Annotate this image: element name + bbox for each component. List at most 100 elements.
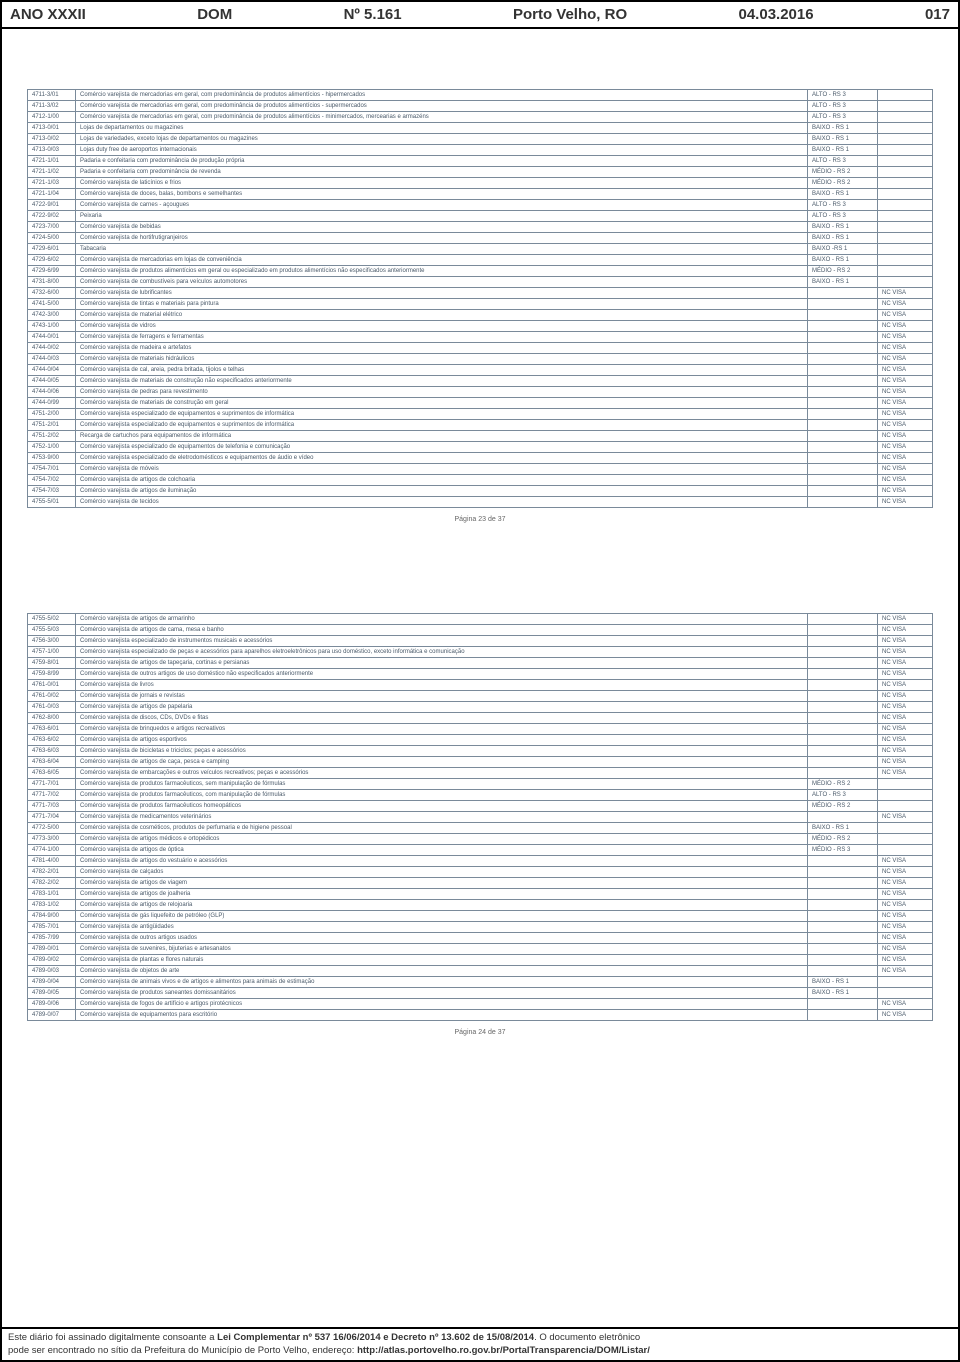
- header-data: 04.03.2016: [739, 6, 814, 23]
- cell-code: 4713-0/02: [28, 134, 76, 145]
- table-row: 4722-9/01Comércio varejista de carnes - …: [28, 200, 933, 211]
- cell-visa: [878, 244, 933, 255]
- table-row: 4789-0/01Comércio varejista de suvenires…: [28, 944, 933, 955]
- cell-description: Comércio varejista de ferragens e ferram…: [76, 332, 808, 343]
- table-row: 4741-5/00Comércio varejista de tintas e …: [28, 299, 933, 310]
- table-row: 4759-8/99Comércio varejista de outros ar…: [28, 669, 933, 680]
- cell-risk: [808, 856, 878, 867]
- table-row: 4756-3/00Comércio varejista especializad…: [28, 636, 933, 647]
- cell-visa: NC VISA: [878, 365, 933, 376]
- cell-code: 4744-0/06: [28, 387, 76, 398]
- table-row: 4783-1/02Comércio varejista de artigos d…: [28, 900, 933, 911]
- cell-description: Comércio varejista de outros artigos de …: [76, 669, 808, 680]
- cell-code: 4721-1/01: [28, 156, 76, 167]
- cell-visa: NC VISA: [878, 922, 933, 933]
- cell-description: Comércio varejista de outros artigos usa…: [76, 933, 808, 944]
- cell-description: Comércio varejista de artigos de caça, p…: [76, 757, 808, 768]
- cell-visa: [878, 134, 933, 145]
- cell-visa: [878, 112, 933, 123]
- cell-visa: NC VISA: [878, 966, 933, 977]
- cell-visa: NC VISA: [878, 724, 933, 735]
- cell-code: 4783-1/01: [28, 889, 76, 900]
- table-row: 4744-0/05Comércio varejista de materiais…: [28, 376, 933, 387]
- document-footer: Este diário foi assinado digitalmente co…: [2, 1327, 958, 1360]
- cell-description: Padaria e confeitaria com predominância …: [76, 156, 808, 167]
- cell-visa: [878, 266, 933, 277]
- cell-code: 4743-1/00: [28, 321, 76, 332]
- cell-risk: [808, 310, 878, 321]
- cell-risk: [808, 420, 878, 431]
- cell-code: 4774-1/00: [28, 845, 76, 856]
- cell-visa: [878, 167, 933, 178]
- cell-description: Comércio varejista de animais vivos e de…: [76, 977, 808, 988]
- cell-description: Comércio varejista de calçados: [76, 867, 808, 878]
- cell-risk: MÉDIO - RS 2: [808, 178, 878, 189]
- cell-description: Lojas duty free de aeroportos internacio…: [76, 145, 808, 156]
- table-row: 4783-1/01Comércio varejista de artigos d…: [28, 889, 933, 900]
- cell-description: Comércio varejista especializado de equi…: [76, 442, 808, 453]
- cell-visa: NC VISA: [878, 933, 933, 944]
- cell-risk: [808, 365, 878, 376]
- cell-visa: NC VISA: [878, 746, 933, 757]
- cell-code: 4771-7/03: [28, 801, 76, 812]
- cell-risk: [808, 442, 878, 453]
- cell-description: Comércio varejista de produtos farmacêut…: [76, 801, 808, 812]
- cell-code: 4785-7/01: [28, 922, 76, 933]
- cell-description: Padaria e confeitaria com predominância …: [76, 167, 808, 178]
- page-number-2: Página 24 de 37: [27, 1029, 933, 1036]
- cell-visa: NC VISA: [878, 387, 933, 398]
- cell-code: 4712-1/00: [28, 112, 76, 123]
- table-row: 4781-4/00Comércio varejista de artigos d…: [28, 856, 933, 867]
- table-row: 4782-2/01Comércio varejista de calçadosN…: [28, 867, 933, 878]
- cell-risk: [808, 1010, 878, 1021]
- table-row: 4742-3/00Comércio varejista de material …: [28, 310, 933, 321]
- cell-risk: [808, 889, 878, 900]
- cell-visa: NC VISA: [878, 464, 933, 475]
- cell-risk: BAIXO -RS 1: [808, 244, 878, 255]
- cell-risk: [808, 922, 878, 933]
- cell-risk: [808, 911, 878, 922]
- cell-code: 4751-2/00: [28, 409, 76, 420]
- cell-risk: ALTO - RS 3: [808, 156, 878, 167]
- cell-risk: ALTO - RS 3: [808, 112, 878, 123]
- cell-risk: [808, 680, 878, 691]
- cell-risk: [808, 376, 878, 387]
- cell-visa: NC VISA: [878, 288, 933, 299]
- cell-risk: ALTO - RS 3: [808, 101, 878, 112]
- cell-risk: [808, 999, 878, 1010]
- cell-risk: [808, 431, 878, 442]
- footer-text-2a: pode ser encontrado no sítio da Prefeitu…: [8, 1345, 357, 1356]
- cell-visa: NC VISA: [878, 376, 933, 387]
- header-ano: ANO XXXII: [10, 6, 86, 23]
- cell-visa: NC VISA: [878, 475, 933, 486]
- cell-risk: BAIXO - RS 1: [808, 145, 878, 156]
- cell-code: 4744-0/02: [28, 343, 76, 354]
- cell-code: 4754-7/03: [28, 486, 76, 497]
- table-row: 4789-0/03Comércio varejista de objetos d…: [28, 966, 933, 977]
- table-row: 4763-6/05Comércio varejista de embarcaçõ…: [28, 768, 933, 779]
- cell-risk: [808, 867, 878, 878]
- cell-visa: NC VISA: [878, 486, 933, 497]
- table-row: 4711-3/01Comércio varejista de mercadori…: [28, 90, 933, 101]
- cell-risk: [808, 409, 878, 420]
- table-row: 4721-1/01Padaria e confeitaria com predo…: [28, 156, 933, 167]
- cell-visa: NC VISA: [878, 614, 933, 625]
- cell-risk: ALTO - RS 3: [808, 211, 878, 222]
- cell-code: 4761-0/02: [28, 691, 76, 702]
- table-row: 4722-9/02PeixariaALTO - RS 3: [28, 211, 933, 222]
- cell-visa: NC VISA: [878, 310, 933, 321]
- cell-visa: NC VISA: [878, 658, 933, 669]
- table-row: 4731-8/00Comércio varejista de combustív…: [28, 277, 933, 288]
- cell-description: Comércio varejista de bicicletas e trici…: [76, 746, 808, 757]
- table-row: 4729-6/02Comércio varejista de mercadori…: [28, 255, 933, 266]
- cell-risk: ALTO - RS 3: [808, 90, 878, 101]
- cell-risk: [808, 812, 878, 823]
- cell-risk: [808, 724, 878, 735]
- cell-code: 4724-5/00: [28, 233, 76, 244]
- cell-code: 4789-0/06: [28, 999, 76, 1010]
- document-header: ANO XXXII DOM Nº 5.161 Porto Velho, RO 0…: [2, 2, 958, 29]
- cell-code: 4722-9/01: [28, 200, 76, 211]
- table-row: 4761-0/02Comércio varejista de jornais e…: [28, 691, 933, 702]
- table-row: 4761-0/03Comércio varejista de artigos d…: [28, 702, 933, 713]
- cell-description: Tabacaria: [76, 244, 808, 255]
